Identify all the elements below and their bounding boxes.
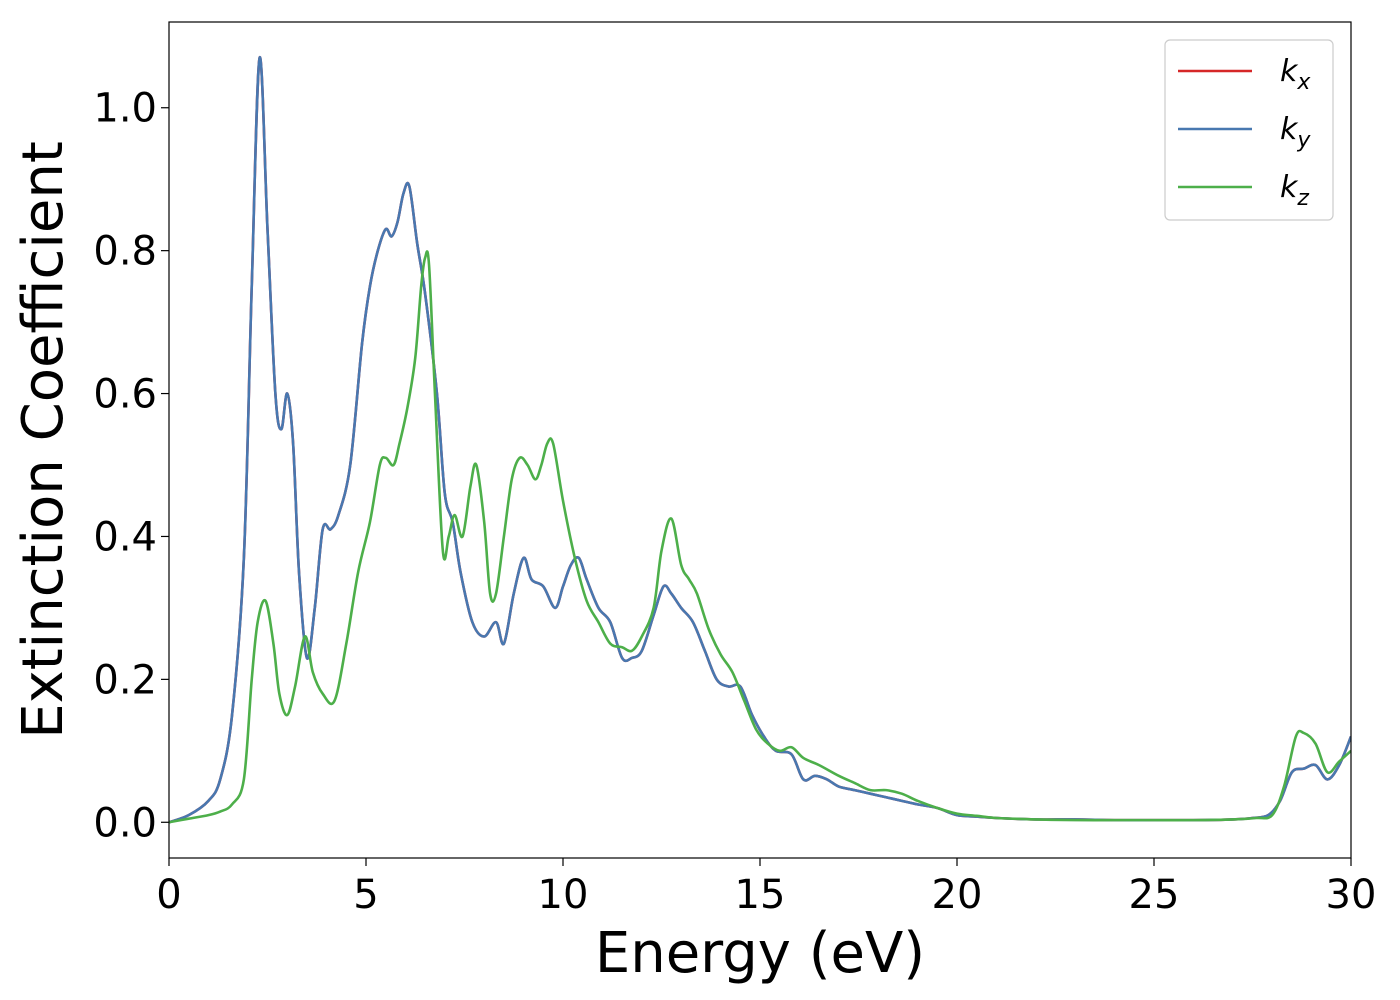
y-tick-label: 0.2: [93, 657, 157, 703]
x-axis: 0 5 10 15 20 25 30: [156, 858, 1376, 918]
y-tick-label: 0.6: [93, 372, 157, 418]
x-tick-label: 20: [932, 872, 983, 918]
x-tick-label: 5: [353, 872, 378, 918]
y-axis: 0.0 0.2 0.4 0.6 0.8 1.0: [93, 86, 169, 846]
x-axis-title: Energy (eV): [595, 921, 925, 986]
y-tick-label: 0.0: [93, 800, 157, 846]
y-tick-label: 0.8: [93, 229, 157, 275]
y-tick-label: 0.4: [93, 514, 157, 560]
y-axis-title: Extinction Coefficient: [11, 141, 76, 739]
series-layer: [169, 56, 1351, 824]
x-tick-label: 25: [1129, 872, 1180, 918]
x-tick-label: 15: [735, 872, 786, 918]
series-line-z: [169, 250, 1351, 824]
x-tick-label: 30: [1326, 872, 1377, 918]
y-tick-label: 1.0: [93, 86, 157, 132]
x-tick-label: 0: [156, 872, 181, 918]
x-tick-label: 10: [538, 872, 589, 918]
